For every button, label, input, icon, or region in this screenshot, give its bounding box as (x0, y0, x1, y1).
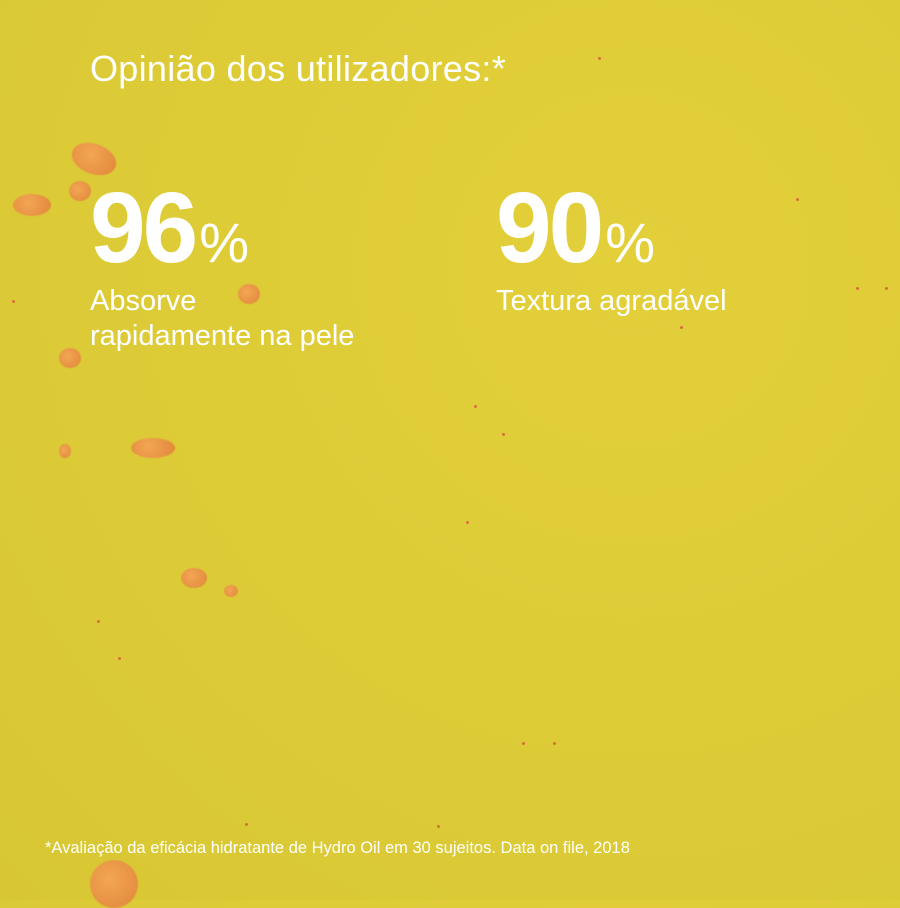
stat-value-row: 96% (90, 178, 354, 278)
oil-speck (474, 405, 477, 408)
oil-speck (12, 300, 15, 303)
oil-speck (118, 657, 121, 660)
stat-label-line: rapidamente na pele (90, 320, 355, 352)
footnote: *Avaliação da eficácia hidratante de Hyd… (45, 839, 630, 857)
stat-value: 96 (90, 172, 198, 284)
page-title: Opinião dos utilizadores:* (90, 48, 507, 89)
oil-speck (856, 287, 859, 290)
oil-droplet (13, 194, 51, 216)
oil-droplet (238, 284, 260, 304)
oil-droplet (59, 444, 71, 458)
stat-unit: % (605, 211, 656, 274)
stat-value-row: 90% (496, 178, 727, 278)
stat-label-line: Absorve (90, 285, 197, 317)
stat-label: Absorve rapidamente na pele (90, 284, 354, 354)
oil-speck (680, 326, 683, 329)
stat-label-line: Textura agradável (496, 285, 727, 317)
stat-absorption: 96% Absorve rapidamente na pele (90, 178, 354, 354)
oil-droplet (69, 181, 91, 201)
oil-speck (553, 742, 556, 745)
stat-texture: 90% Textura agradável (496, 178, 727, 319)
stat-label: Textura agradável (496, 284, 727, 319)
oil-speck (502, 433, 505, 436)
oil-speck (97, 620, 100, 623)
oil-speck (598, 57, 601, 60)
stat-value: 90 (496, 172, 604, 284)
oil-speck (885, 287, 888, 290)
oil-droplet (181, 568, 207, 588)
oil-speck (796, 198, 799, 201)
oil-droplet (90, 860, 138, 908)
stat-unit: % (199, 211, 250, 274)
oil-speck (245, 823, 248, 826)
oil-speck (522, 742, 525, 745)
oil-droplet (224, 585, 238, 597)
oil-droplet (131, 438, 175, 458)
oil-speck (466, 521, 469, 524)
oil-speck (437, 825, 440, 828)
oil-droplet (59, 348, 81, 368)
